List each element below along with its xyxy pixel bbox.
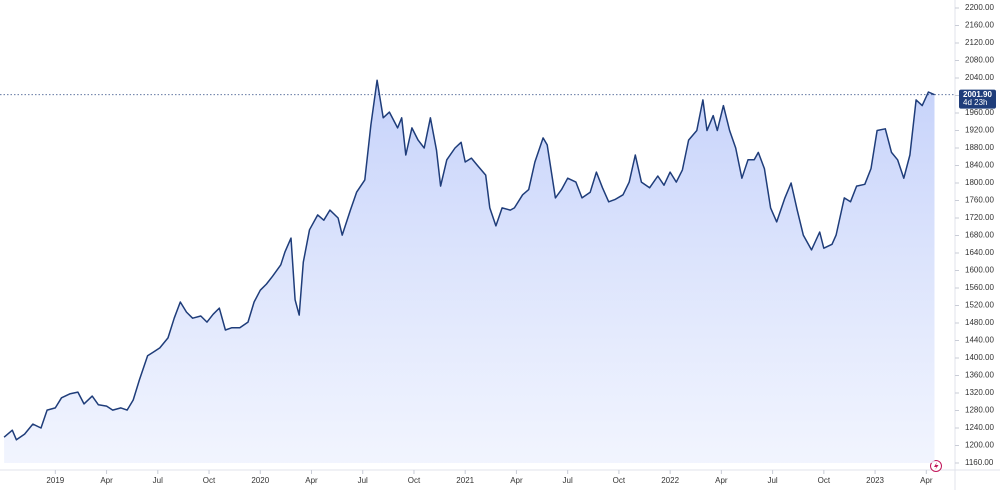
countdown-label: 4d 23h	[963, 98, 987, 107]
y-tick-label: 1720.00	[965, 213, 994, 222]
y-tick-label: 2120.00	[965, 38, 994, 47]
x-tick-label: 2022	[661, 476, 679, 485]
y-tick-label: 1240.00	[965, 423, 994, 432]
x-tick-label: Apr	[305, 476, 318, 485]
y-tick-label: 2160.00	[965, 21, 994, 30]
y-tick-label: 2080.00	[965, 56, 994, 65]
y-tick-label: 2040.00	[965, 73, 994, 82]
x-tick-label: 2021	[456, 476, 474, 485]
y-tick-label: 2200.00	[965, 3, 994, 12]
x-tick-label: Oct	[818, 476, 831, 485]
lightning-icon[interactable]	[930, 460, 942, 472]
x-tick-label: 2020	[251, 476, 269, 485]
x-tick-label: Jul	[358, 476, 368, 485]
last-price-label: 2001.90	[963, 90, 992, 99]
x-tick-label: Oct	[613, 476, 626, 485]
y-tick-label: 1280.00	[965, 406, 994, 415]
x-tick-label: Apr	[100, 476, 113, 485]
y-tick-label: 1840.00	[965, 161, 994, 170]
y-tick-label: 1600.00	[965, 266, 994, 275]
y-tick-label: 1560.00	[965, 283, 994, 292]
y-tick-label: 1680.00	[965, 231, 994, 240]
y-tick-label: 1440.00	[965, 336, 994, 345]
y-tick-label: 1800.00	[965, 178, 994, 187]
y-tick-label: 1200.00	[965, 441, 994, 450]
area-fill	[4, 80, 935, 463]
x-tick-label: 2023	[866, 476, 884, 485]
y-tick-label: 1920.00	[965, 126, 994, 135]
x-tick-label: Jul	[153, 476, 163, 485]
x-tick-label: Oct	[408, 476, 421, 485]
x-tick-label: Jul	[767, 476, 777, 485]
last-price-box	[959, 89, 996, 109]
y-tick-label: 1520.00	[965, 301, 994, 310]
y-tick-label: 1760.00	[965, 196, 994, 205]
price-line	[3, 79, 935, 441]
y-tick-label: 1320.00	[965, 388, 994, 397]
y-tick-label: 1360.00	[965, 371, 994, 380]
x-tick-label: Apr	[510, 476, 523, 485]
y-tick-label: 1960.00	[965, 108, 994, 117]
y-tick-label: 1160.00	[965, 458, 994, 467]
y-tick-label: 1480.00	[965, 318, 994, 327]
x-tick-label: Apr	[920, 476, 933, 485]
x-tick-label: Oct	[203, 476, 216, 485]
x-tick-label: Jul	[563, 476, 573, 485]
y-tick-label: 1400.00	[965, 353, 994, 362]
x-tick-label: 2019	[46, 476, 64, 485]
y-tick-label: 1640.00	[965, 248, 994, 257]
x-tick-label: Apr	[715, 476, 728, 485]
y-tick-label: 1880.00	[965, 143, 994, 152]
